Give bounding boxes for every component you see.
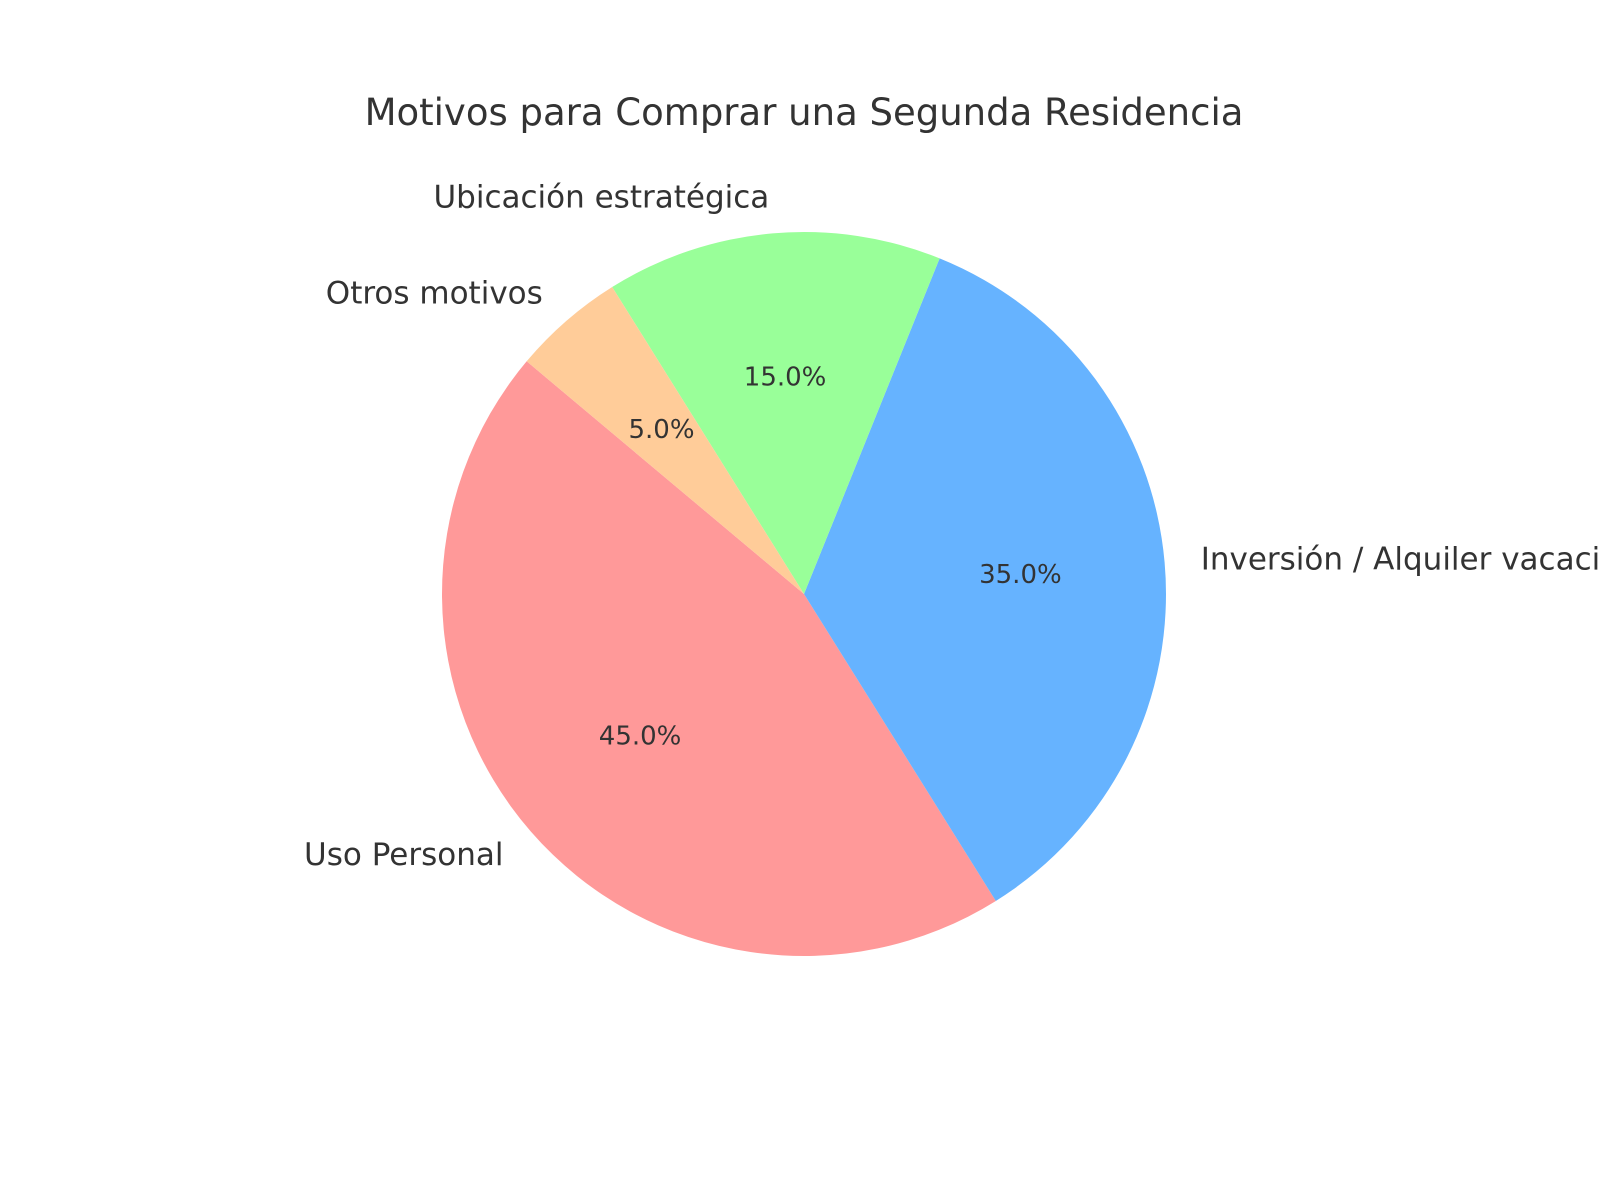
pie-slices xyxy=(442,232,1166,956)
pie-slice-otros-motivos xyxy=(526,287,804,594)
slice-percent-uso-personal: 45.0% xyxy=(599,722,682,752)
slice-label-otros-motivos: Otros motivos xyxy=(326,276,543,312)
slice-percent-inversion-alquiler-vacacional: 35.0% xyxy=(979,560,1062,590)
chart-title: Motivos para Comprar una Segunda Residen… xyxy=(365,91,1244,134)
slice-percent-otros-motivos: 5.0% xyxy=(628,415,694,445)
slice-percent-ubicacion-estrategica: 15.0% xyxy=(744,363,827,393)
pie-slice-ubicacion-estrategica xyxy=(612,232,940,594)
slice-label-inversion-alquiler-vacacional: Inversión / Alquiler vacacional xyxy=(1201,541,1600,577)
pie-labels: Uso Personal 45.0% Inversión / Alquiler va… xyxy=(304,179,1600,873)
slice-label-ubicacion-estrategica: Ubicación estratégica xyxy=(433,179,769,215)
slice-label-uso-personal: Uso Personal xyxy=(304,837,503,873)
pie-slice-uso-personal xyxy=(442,361,996,956)
pie-slice-inversion-alquiler-vacacional xyxy=(804,258,1166,901)
